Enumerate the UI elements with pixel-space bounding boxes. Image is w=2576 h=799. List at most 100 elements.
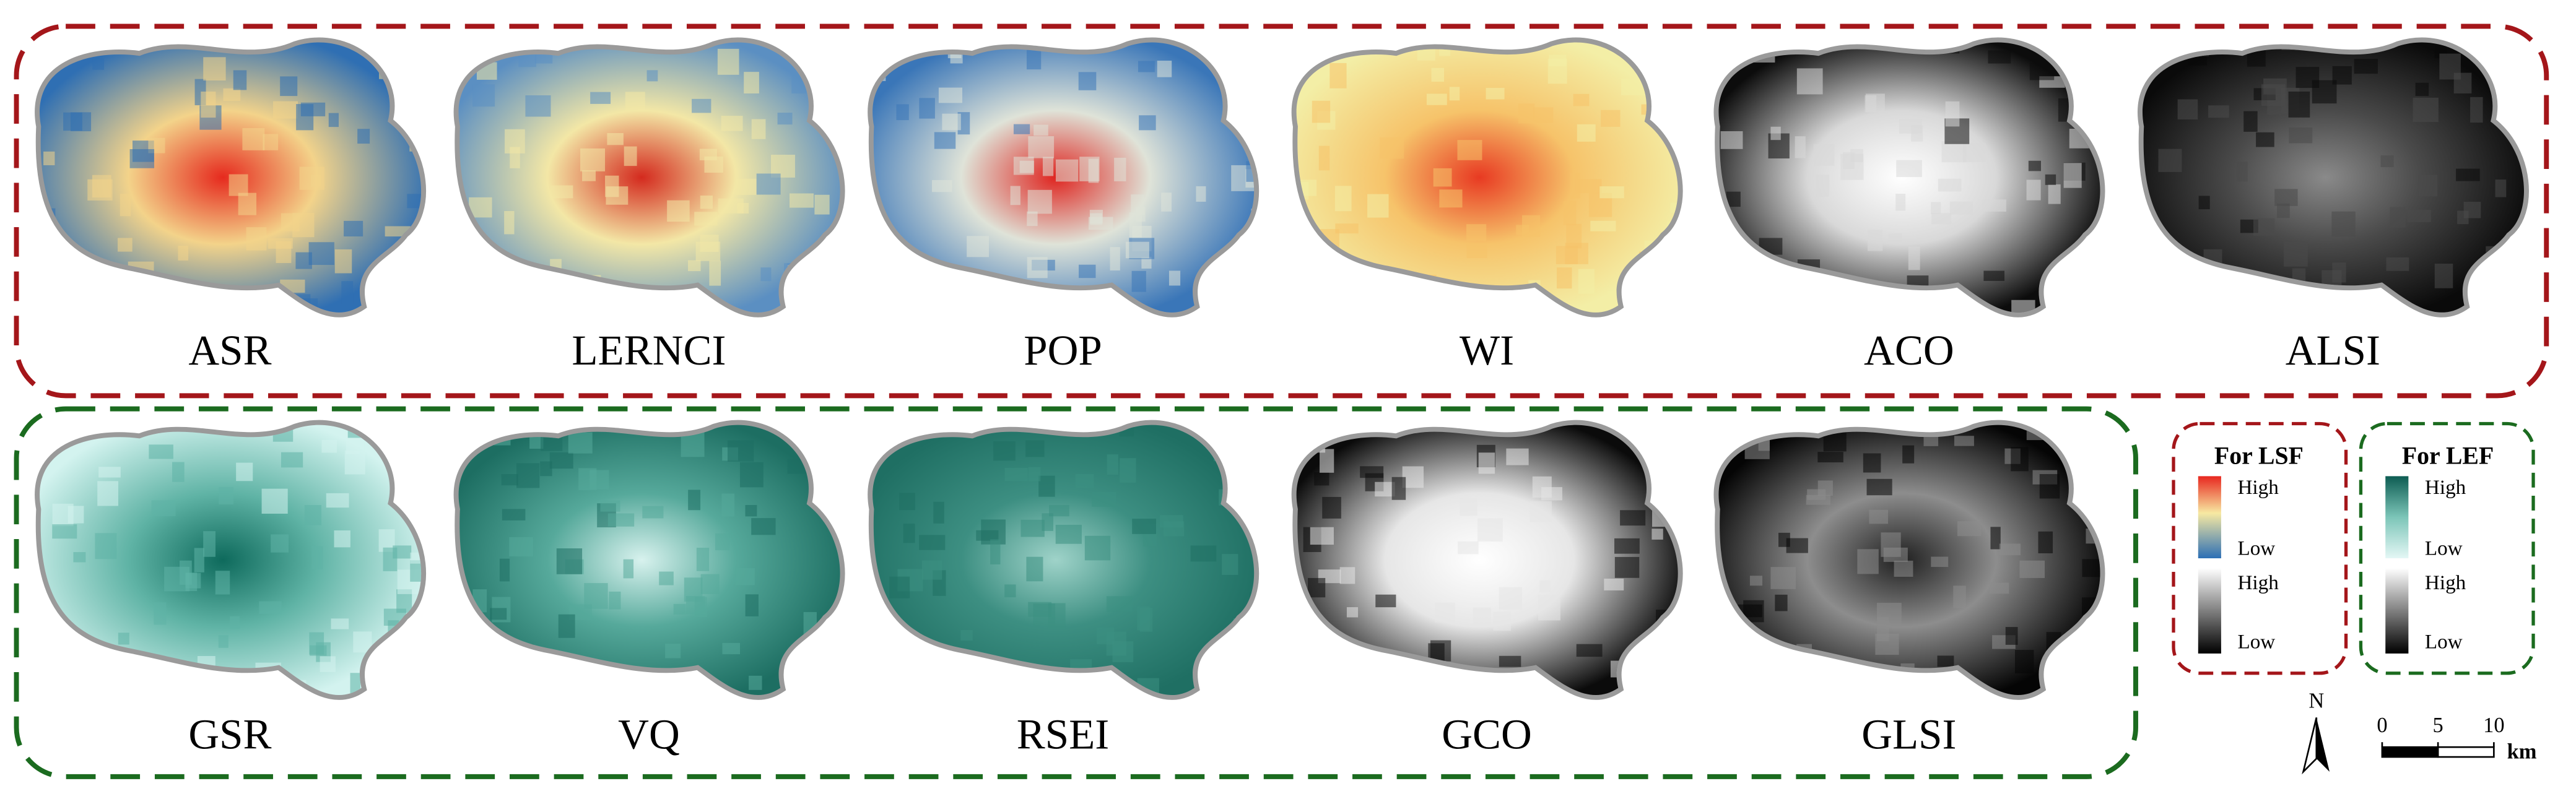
texture-cell xyxy=(1049,505,1069,517)
texture-cell xyxy=(2158,149,2182,172)
texture-cell xyxy=(1161,192,1172,212)
map-panel xyxy=(1713,37,2105,317)
texture-cell xyxy=(285,694,307,696)
texture-cell xyxy=(152,298,172,313)
texture-cell xyxy=(615,673,629,686)
texture-cell xyxy=(1402,466,1424,488)
texture-cell xyxy=(1439,189,1463,208)
texture-cell xyxy=(1908,246,1920,270)
texture-cell xyxy=(938,663,963,676)
texture-cell xyxy=(642,506,664,519)
texture-cell xyxy=(2011,447,2029,472)
texture-cell xyxy=(218,635,228,648)
texture-cell xyxy=(1674,498,1678,516)
texture-cell xyxy=(129,149,155,168)
texture-cell xyxy=(2390,207,2406,228)
texture-cell xyxy=(1055,159,1079,182)
texture-cell xyxy=(2415,82,2429,97)
texture-cell xyxy=(308,242,334,266)
texture-cell xyxy=(1138,61,1155,72)
texture-cell xyxy=(896,104,909,121)
texture-cell xyxy=(886,298,897,311)
texture-cell xyxy=(1902,445,1915,464)
texture-cell xyxy=(717,48,739,75)
texture-cell xyxy=(1431,67,1445,82)
texture-cell xyxy=(691,686,716,696)
texture-cell xyxy=(238,192,257,215)
texture-cell xyxy=(516,463,540,488)
map-area xyxy=(1718,425,2100,696)
texture-cell xyxy=(887,654,910,680)
texture-cell xyxy=(881,291,903,313)
texture-cell xyxy=(1079,264,1096,279)
texture-cell xyxy=(1222,680,1238,696)
texture-cell xyxy=(1251,509,1255,525)
texture-cell xyxy=(1457,140,1482,160)
texture-cell xyxy=(1599,186,1624,199)
texture-cell xyxy=(1668,480,1678,496)
texture-cell xyxy=(2470,97,2483,123)
texture-cell xyxy=(1775,594,1788,611)
texture-cell xyxy=(1375,482,1395,497)
texture-cell xyxy=(1557,267,1572,289)
map-panel xyxy=(2138,37,2529,317)
texture-cell xyxy=(749,675,762,690)
legend-frame xyxy=(2359,421,2535,675)
texture-cell xyxy=(2331,211,2356,237)
texture-cell xyxy=(1888,233,1902,244)
texture-cell xyxy=(1790,305,1808,313)
texture-cell xyxy=(472,84,495,107)
texture-cell xyxy=(1661,475,1678,486)
texture-cell xyxy=(2277,203,2290,218)
texture-cell xyxy=(2506,270,2525,292)
map-panel xyxy=(453,37,845,317)
texture-cell xyxy=(1792,656,1810,675)
texture-cell xyxy=(600,500,620,512)
texture-cell xyxy=(1499,655,1521,667)
texture-cell xyxy=(2082,559,2100,577)
texture-cell xyxy=(1877,675,1893,687)
texture-cell xyxy=(1575,179,1602,194)
panel-label: ASR xyxy=(188,327,271,374)
texture-cell xyxy=(1086,673,1106,696)
texture-cell xyxy=(73,552,86,563)
texture-cell xyxy=(700,195,713,209)
texture-cell xyxy=(1042,157,1054,176)
texture-cell xyxy=(1010,186,1020,205)
texture-cell xyxy=(149,444,173,459)
texture-cell xyxy=(2038,531,2053,553)
texture-cell xyxy=(1734,648,1747,660)
texture-cell xyxy=(326,493,349,508)
texture-cell xyxy=(236,462,253,482)
texture-cell xyxy=(727,440,754,462)
texture-cell xyxy=(334,530,350,548)
texture-cell xyxy=(2095,89,2100,109)
texture-cell xyxy=(721,116,743,131)
texture-cell xyxy=(722,642,741,655)
texture-cell xyxy=(280,76,298,97)
texture-cell xyxy=(1038,475,1055,497)
texture-cell xyxy=(1949,201,1973,215)
texture-cell xyxy=(1219,292,1231,313)
texture-cell xyxy=(1655,241,1674,262)
texture-cell xyxy=(273,101,298,119)
texture-cell xyxy=(2262,308,2278,313)
texture-cell xyxy=(164,566,190,592)
texture-cell xyxy=(1538,594,1560,621)
texture-cell xyxy=(1028,136,1055,158)
gray-ramp xyxy=(2198,568,2221,654)
legend-low: Low xyxy=(2425,631,2463,654)
texture-cell xyxy=(1892,682,1906,696)
texture-cell xyxy=(490,608,507,620)
texture-cell xyxy=(201,91,216,118)
texture-cell xyxy=(1027,211,1038,227)
texture-cell xyxy=(92,175,111,198)
texture-cell xyxy=(1092,491,1116,507)
texture-cell xyxy=(1573,93,1590,106)
texture-cell xyxy=(1406,680,1422,693)
texture-cell xyxy=(745,594,759,616)
texture-cell xyxy=(1110,247,1120,271)
texture-cell xyxy=(789,193,814,208)
color-ramp xyxy=(2198,476,2221,559)
